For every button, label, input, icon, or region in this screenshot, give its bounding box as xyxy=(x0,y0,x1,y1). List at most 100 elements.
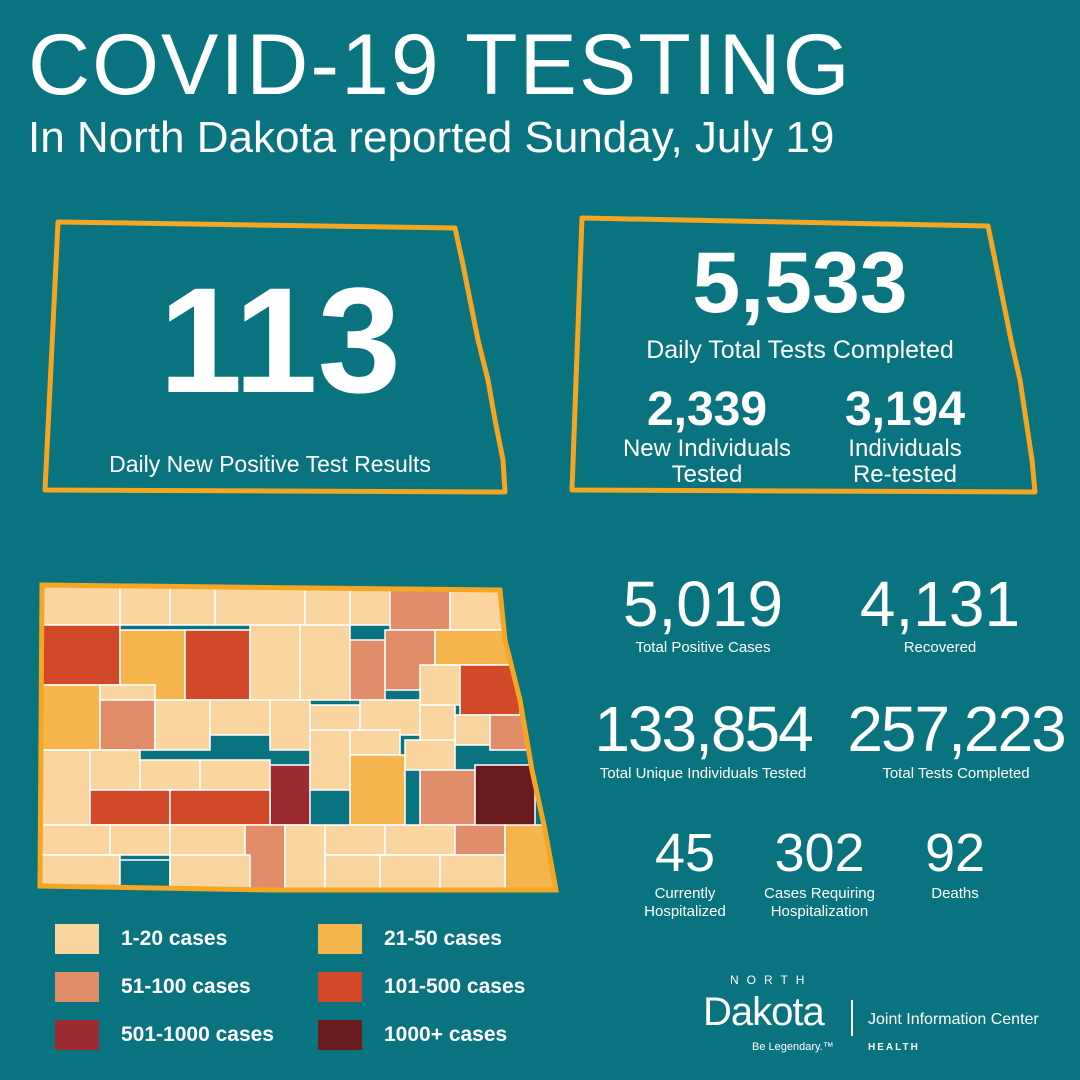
recovered-value: 4,131 xyxy=(859,568,1021,640)
requiring-hosp-value: 302 xyxy=(774,823,865,883)
new-individuals-value: 2,339 xyxy=(646,383,768,436)
county-map xyxy=(37,582,559,893)
county xyxy=(199,759,271,791)
legend-item-501-1000: 501-1000 cases xyxy=(55,1020,274,1050)
retested-value: 3,194 xyxy=(844,383,966,436)
nd-outline-right xyxy=(569,215,1038,495)
legend-item-21-50: 21-50 cases xyxy=(318,924,502,954)
county xyxy=(324,854,381,890)
legend-swatch xyxy=(55,924,99,954)
county xyxy=(349,639,386,701)
legend-label: 101-500 cases xyxy=(384,975,526,998)
county xyxy=(304,585,351,626)
map-outline xyxy=(37,582,559,893)
requiring-hosp-label-2: Hospitalization xyxy=(770,903,869,920)
county xyxy=(89,749,141,791)
logo-dakota: Dakota xyxy=(703,990,825,1034)
requiring-hosp-label-1: Cases Requiring xyxy=(764,885,875,902)
county xyxy=(209,699,271,736)
county xyxy=(40,824,111,856)
county xyxy=(384,824,456,856)
legend-label: 21-50 cases xyxy=(384,927,502,950)
county xyxy=(454,714,491,746)
daily-tests-value: 5,533 xyxy=(692,235,908,331)
county xyxy=(154,699,211,751)
county xyxy=(389,585,451,631)
legend-label: 1000+ cases xyxy=(384,1023,508,1046)
county xyxy=(169,585,216,626)
total-tests-value: 257,223 xyxy=(847,693,1066,765)
legend-item-51-100: 51-100 cases xyxy=(55,972,251,1002)
daily-positive-value: 113 xyxy=(159,256,401,424)
legend-item-1-20: 1-20 cases xyxy=(55,924,227,954)
daily-positive-label: Daily New Positive Test Results xyxy=(109,451,431,477)
legend-swatch xyxy=(318,924,362,954)
county xyxy=(404,739,456,771)
county xyxy=(184,629,251,701)
legend-item-101-500: 101-500 cases xyxy=(318,972,525,1002)
county xyxy=(454,824,506,856)
county xyxy=(419,769,476,826)
county xyxy=(379,854,441,890)
county xyxy=(284,824,326,890)
county xyxy=(434,629,516,666)
county xyxy=(299,624,351,701)
new-individuals-label-1: New Individuals xyxy=(622,435,792,462)
county xyxy=(169,854,251,890)
county xyxy=(169,789,271,826)
legend-swatch xyxy=(318,972,362,1002)
county xyxy=(99,699,156,751)
county xyxy=(214,585,306,626)
legend-item-1000-plus: 1000+ cases xyxy=(318,1020,507,1050)
page-title: COVID-19 TESTING xyxy=(28,17,852,113)
county xyxy=(40,585,121,626)
county xyxy=(324,824,386,856)
nd-outline-left xyxy=(42,219,508,495)
retested-label-2: Re-tested xyxy=(852,461,958,488)
recovered-label: Recovered xyxy=(903,639,977,656)
daily-tests-label: Daily Total Tests Completed xyxy=(646,336,954,364)
total-tests-label: Total Tests Completed xyxy=(882,765,1030,782)
county xyxy=(419,664,461,706)
hospitalized-value: 45 xyxy=(654,823,716,883)
legend-swatch xyxy=(55,972,99,1002)
logo-divider xyxy=(851,1000,853,1036)
county xyxy=(244,824,286,890)
county xyxy=(109,824,171,856)
legend-label: 51-100 cases xyxy=(121,975,251,998)
county xyxy=(349,754,406,826)
deaths-value: 92 xyxy=(924,823,986,883)
unique-tested-value: 133,854 xyxy=(594,693,813,765)
total-positive-value: 5,019 xyxy=(622,568,784,640)
legend-label: 1-20 cases xyxy=(121,927,228,950)
logo-north: NORTH xyxy=(730,973,813,987)
county xyxy=(309,729,351,791)
county xyxy=(439,854,506,890)
county xyxy=(349,729,401,756)
legend-swatch xyxy=(318,1020,362,1050)
county xyxy=(419,704,456,746)
county xyxy=(474,764,536,831)
joint-info-center: Joint Information Center xyxy=(868,1011,1039,1028)
county xyxy=(139,759,201,791)
county xyxy=(119,585,171,626)
hospitalized-label-1: Currently xyxy=(654,885,716,902)
county xyxy=(269,764,311,826)
county xyxy=(269,699,311,751)
legend-label: 501-1000 cases xyxy=(121,1023,274,1046)
deaths-label: Deaths xyxy=(931,885,979,902)
county xyxy=(40,684,101,751)
county xyxy=(89,789,171,826)
logo-tagline: Be Legendary.™ xyxy=(752,1041,834,1053)
page-subtitle: In North Dakota reported Sunday, July 19 xyxy=(28,113,835,162)
hospitalized-label-2: Hospitalized xyxy=(644,903,726,920)
county xyxy=(40,624,121,686)
county xyxy=(40,749,91,826)
county xyxy=(349,585,391,626)
new-individuals-label-2: Tested xyxy=(671,461,743,488)
health-label: HEALTH xyxy=(868,1042,920,1053)
total-positive-label: Total Positive Cases xyxy=(635,639,771,656)
county xyxy=(249,624,301,701)
county xyxy=(119,859,171,890)
